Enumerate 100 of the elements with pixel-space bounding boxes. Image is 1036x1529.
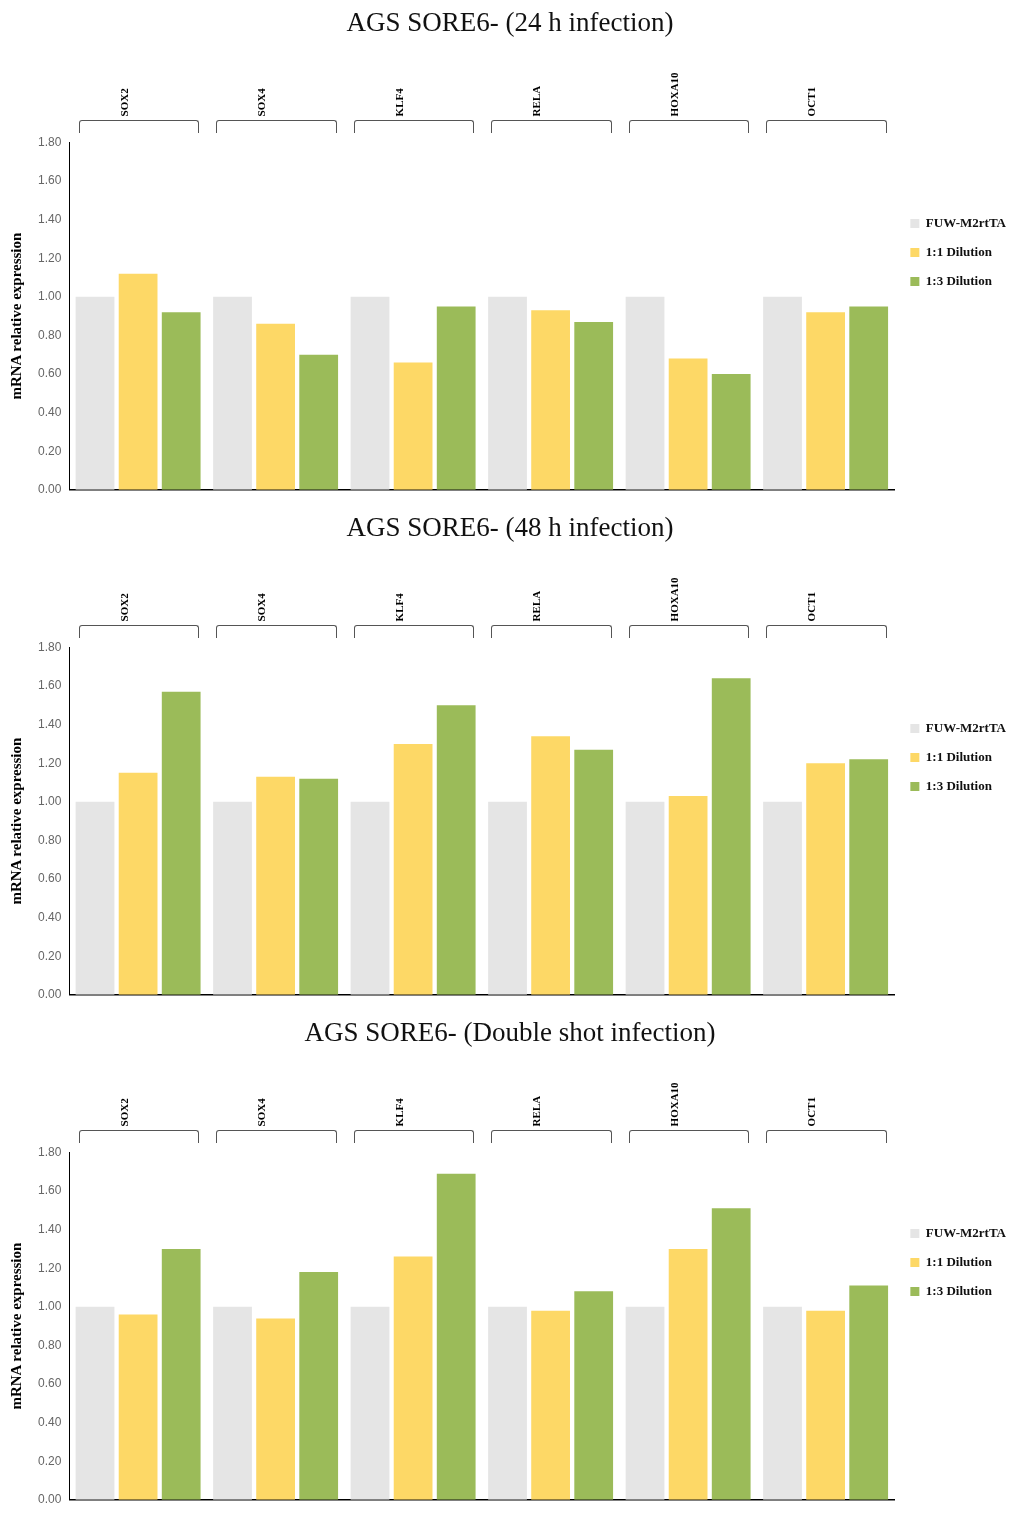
bar xyxy=(574,1291,614,1500)
x-tick-label: SOX4 xyxy=(255,592,268,622)
legend-label: FUW-M2rtTA xyxy=(925,214,1007,230)
bar xyxy=(531,310,570,490)
bar xyxy=(299,778,339,995)
y-tick-label: 0.80 xyxy=(38,327,62,342)
y-tick-label: 1.40 xyxy=(38,211,62,226)
y-tick-label: 0.60 xyxy=(38,366,62,381)
bar xyxy=(763,296,802,490)
x-tick-label: KLF4 xyxy=(392,592,405,622)
y-tick-label: 0.40 xyxy=(38,909,62,924)
legend-label: 1:3 Dilution xyxy=(925,272,993,288)
bar xyxy=(849,1285,889,1500)
x-tick-label: HOXA10 xyxy=(667,1081,680,1127)
x-tick-label: SOX4 xyxy=(255,1097,268,1127)
bar xyxy=(161,312,201,490)
y-tick-label: 1.40 xyxy=(38,716,62,731)
bar xyxy=(350,296,390,490)
y-tick-label: 1.00 xyxy=(38,1299,62,1314)
y-tick-label: 0.00 xyxy=(38,987,62,1002)
bar xyxy=(806,763,845,995)
bar xyxy=(213,1306,252,1500)
x-tick-label: SOX2 xyxy=(117,592,130,622)
y-tick-label: 0.80 xyxy=(38,832,62,847)
bar xyxy=(393,362,433,490)
bar xyxy=(531,736,570,995)
y-tick-label: 1.80 xyxy=(38,1144,62,1159)
bar xyxy=(574,321,614,490)
bar xyxy=(436,1173,476,1500)
legend-label: FUW-M2rtTA xyxy=(925,719,1007,735)
x-tick-label: SOX2 xyxy=(117,87,130,117)
y-tick-label: 0.20 xyxy=(38,443,62,458)
y-tick-label: 1.60 xyxy=(38,173,62,188)
y-tick-label: 0.40 xyxy=(38,1414,62,1429)
bar xyxy=(711,678,751,995)
y-tick-label: 0.80 xyxy=(38,1337,62,1352)
y-axis-title: mRNA relative expression xyxy=(7,231,24,400)
y-tick-label: 1.00 xyxy=(38,794,62,809)
bar xyxy=(711,1208,751,1500)
bar xyxy=(299,1272,339,1500)
y-tick-label: 1.60 xyxy=(38,678,62,693)
legend-label: 1:1 Dilution xyxy=(925,243,993,259)
bar xyxy=(256,776,295,995)
y-tick-label: 0.40 xyxy=(38,404,62,419)
bar xyxy=(350,1306,390,1500)
bar xyxy=(625,1306,665,1500)
bar xyxy=(161,691,201,995)
x-tick-label: HOXA10 xyxy=(667,576,680,622)
y-tick-label: 0.20 xyxy=(38,948,62,963)
x-tick-label: SOX2 xyxy=(117,1097,130,1127)
bar xyxy=(256,323,295,490)
bar xyxy=(75,801,115,995)
bar xyxy=(299,354,339,490)
x-tick-label: RELA xyxy=(530,590,543,622)
bar xyxy=(488,1306,527,1500)
x-tick-label: RELA xyxy=(530,1095,543,1127)
x-tick-label: OCT1 xyxy=(805,87,818,117)
x-tick-label: RELA xyxy=(530,85,543,117)
bar xyxy=(668,796,708,995)
x-tick-label: SOX4 xyxy=(255,87,268,117)
y-tick-label: 0.00 xyxy=(38,1492,62,1507)
bar xyxy=(118,772,158,995)
bar xyxy=(763,801,802,995)
bar xyxy=(806,312,845,490)
y-tick-label: 0.20 xyxy=(38,1453,62,1468)
y-tick-label: 1.60 xyxy=(38,1183,62,1198)
chart-title: AGS SORE6- (Double shot infection) xyxy=(304,1017,716,1048)
bar xyxy=(436,306,476,490)
bar xyxy=(256,1318,295,1500)
bar xyxy=(488,801,527,995)
x-tick-label: KLF4 xyxy=(392,87,405,117)
bar xyxy=(118,273,158,490)
x-tick-label: OCT1 xyxy=(805,1097,818,1127)
y-tick-label: 1.20 xyxy=(38,755,62,770)
y-axis-title: mRNA relative expression xyxy=(7,1241,24,1410)
y-tick-label: 0.00 xyxy=(38,482,62,497)
bar xyxy=(118,1314,158,1500)
bar xyxy=(711,374,751,490)
legend-label: FUW-M2rtTA xyxy=(925,1224,1007,1240)
bar xyxy=(806,1310,845,1500)
bar xyxy=(625,296,665,490)
legend-label: 1:1 Dilution xyxy=(925,748,993,764)
y-tick-label: 1.40 xyxy=(38,1221,62,1236)
x-tick-label: KLF4 xyxy=(392,1097,405,1127)
y-tick-label: 1.20 xyxy=(38,1260,62,1275)
y-tick-label: 1.00 xyxy=(38,289,62,304)
chart-title: AGS SORE6- (48 h infection) xyxy=(346,512,674,543)
bar xyxy=(488,296,527,490)
bar xyxy=(436,705,476,995)
bar xyxy=(393,1256,433,1500)
y-tick-label: 0.60 xyxy=(38,1376,62,1391)
bar xyxy=(75,1306,115,1500)
bar xyxy=(393,743,433,995)
bar xyxy=(625,801,665,995)
y-tick-label: 0.60 xyxy=(38,871,62,886)
bar xyxy=(531,1310,570,1500)
bar xyxy=(213,801,252,995)
bar xyxy=(75,296,115,490)
x-tick-label: HOXA10 xyxy=(667,71,680,117)
y-tick-label: 1.80 xyxy=(38,134,62,149)
